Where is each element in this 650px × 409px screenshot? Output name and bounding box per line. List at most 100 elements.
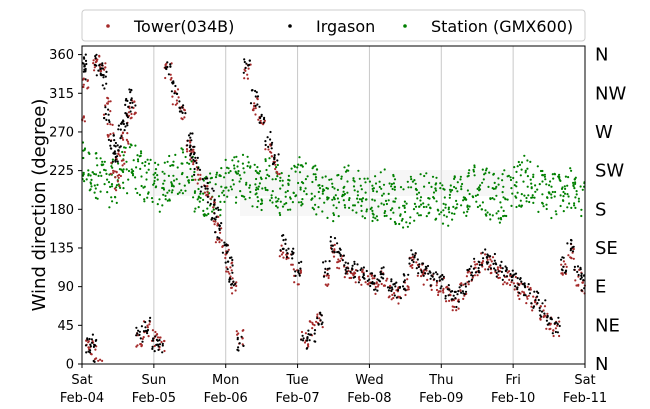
data-point [406,225,409,228]
data-point [90,341,94,344]
data-point [134,104,137,107]
data-point [318,184,321,187]
data-point [260,198,263,201]
data-point [157,163,160,166]
data-point [316,313,319,316]
watermark-band [240,198,400,216]
data-point [223,241,226,244]
data-point [88,189,91,192]
data-point [102,74,105,77]
data-point [94,348,97,351]
data-point [439,290,442,293]
data-point [514,285,517,288]
data-point [176,192,179,195]
data-point [312,173,315,176]
data-point [133,100,136,103]
data-point [352,185,356,188]
data-point [97,359,100,362]
data-point [468,205,471,208]
data-point [186,161,189,164]
data-point [512,282,516,285]
data-point [245,181,248,184]
data-point [562,260,566,263]
data-point [102,76,105,79]
compass-label: N [595,354,608,375]
data-point [566,193,569,196]
y-tick-label: 225 [49,164,74,179]
data-point [577,273,580,277]
data-point [140,325,143,328]
data-point [411,259,414,262]
data-point [351,267,354,270]
data-point [378,280,382,283]
data-point [353,260,356,263]
data-point [273,154,276,157]
data-point [212,206,215,209]
data-point [323,201,326,204]
data-point [459,178,462,181]
data-point [275,170,278,173]
data-point [109,139,112,143]
y-tick-label: 315 [49,87,74,102]
data-point [467,283,470,286]
data-point [417,265,420,269]
data-point [515,205,518,209]
data-point [520,168,523,171]
data-point [164,76,167,80]
data-point [287,182,290,185]
data-point [378,180,381,183]
data-point [484,169,488,172]
data-point [139,337,142,340]
data-point [101,64,104,67]
data-point [134,144,137,147]
data-point [557,175,560,178]
data-point [377,283,380,286]
data-point [573,202,576,205]
data-point [193,170,196,174]
data-point [193,167,196,171]
data-point [117,128,120,131]
data-point [425,215,428,218]
data-point [411,180,414,183]
data-point [460,291,463,294]
data-point [339,253,342,256]
data-point [504,197,507,200]
data-point [301,165,304,168]
data-point [254,113,257,116]
data-point [497,210,500,213]
data-point [105,172,108,175]
data-point [85,62,88,66]
data-point [276,163,279,167]
data-point [314,173,317,176]
data-point [109,172,112,175]
data-point [246,77,249,80]
data-point [517,294,520,297]
data-point [136,158,140,161]
data-point [495,275,498,278]
data-point [506,175,509,178]
data-point [94,173,98,176]
data-point [156,339,159,342]
data-point [115,171,118,174]
data-point [256,95,260,98]
data-point [134,187,137,190]
data-point [92,62,95,65]
data-point [522,180,525,183]
data-point [464,285,467,288]
data-point [415,193,419,196]
data-point [119,137,122,140]
data-point [297,181,300,185]
data-point [409,175,412,178]
data-point [477,267,480,270]
data-point [145,178,148,181]
data-point [472,267,475,270]
data-point [181,162,184,165]
data-point [558,320,561,323]
data-point [482,257,485,260]
data-point [526,285,529,288]
data-point [562,210,565,213]
data-point [343,204,346,207]
data-point [538,306,541,310]
data-point [144,321,147,324]
data-point [124,103,127,106]
